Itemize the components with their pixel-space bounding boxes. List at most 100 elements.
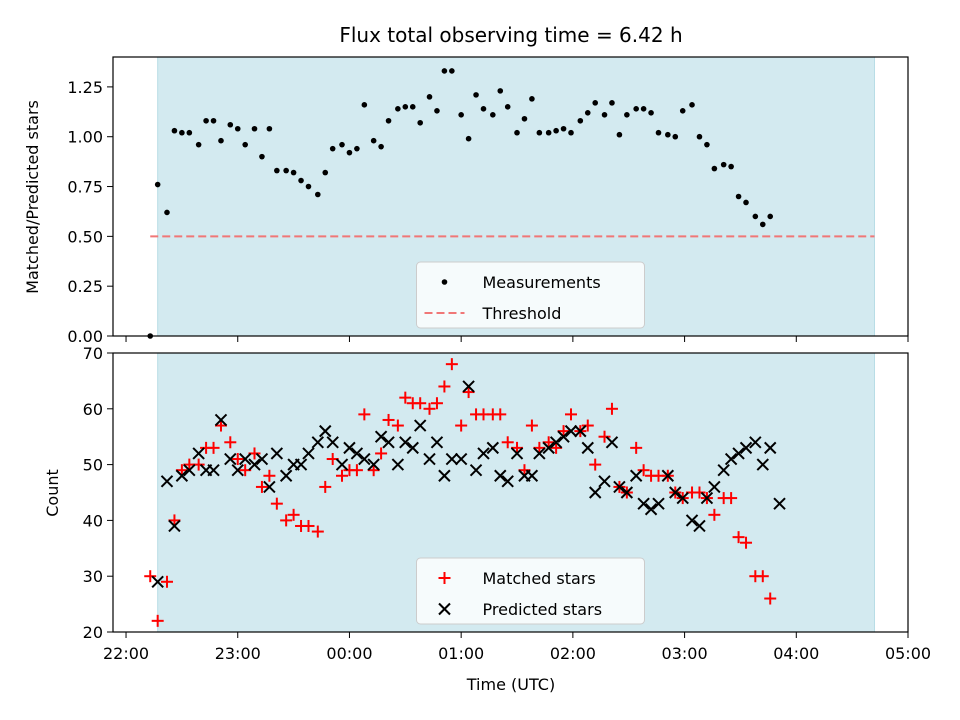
data-point	[542, 441, 555, 455]
data-point	[708, 480, 721, 494]
legend-entry: Predicted stars	[483, 600, 603, 619]
data-point	[601, 111, 608, 118]
data-point	[598, 430, 611, 443]
data-point	[767, 213, 774, 220]
data-point	[279, 469, 293, 482]
data-point	[255, 452, 269, 466]
data-point	[533, 447, 546, 460]
data-point	[266, 125, 273, 132]
y-tick-label: 40	[83, 511, 103, 530]
data-point	[315, 191, 321, 198]
data-point	[183, 463, 196, 477]
x-axis-label: Time (UTC)	[466, 675, 555, 694]
data-point	[151, 575, 164, 588]
data-point	[160, 575, 173, 588]
data-point	[322, 169, 329, 176]
data-point	[391, 419, 404, 432]
data-point	[441, 68, 448, 74]
data-point	[764, 592, 777, 605]
data-point	[501, 436, 514, 449]
data-point	[640, 106, 647, 112]
x-tick-label: 23:00	[215, 644, 261, 663]
data-point	[676, 491, 689, 505]
data-point	[354, 145, 360, 152]
data-point	[637, 464, 650, 477]
data-point	[624, 111, 630, 118]
data-point	[339, 141, 345, 148]
data-point	[319, 480, 332, 493]
data-point	[486, 441, 500, 455]
data-point	[335, 458, 349, 471]
data-point	[248, 458, 261, 471]
data-point	[665, 131, 671, 138]
x-tick-label: 04:00	[773, 644, 819, 663]
data-point	[326, 436, 339, 449]
data-point	[210, 117, 217, 124]
count-chart: Count Time (UTC) 20 30 40 50 60 70 22:00 23:00 0…	[43, 344, 931, 694]
data-point	[251, 125, 258, 132]
ratio-plot-area: 0.00 0.25 0.50 0.75 1.00 1.25 Measurements Thre…	[67, 56, 909, 346]
count-plot-area: 20 30 40 50 60 70 22:00 23:00 00:00 01:00 02:00 03:…	[83, 344, 931, 663]
data-point	[557, 425, 570, 438]
axes-frame	[112, 352, 909, 633]
ratio-y-axis-label: Matched/Predicted stars	[23, 100, 42, 294]
data-point	[497, 88, 504, 94]
data-point	[329, 145, 336, 152]
data-point	[494, 469, 507, 482]
data-point	[445, 452, 459, 466]
data-point	[270, 497, 283, 510]
data-point	[759, 221, 766, 228]
data-point	[438, 469, 451, 482]
data-point	[195, 141, 202, 148]
data-point	[598, 475, 611, 488]
data-point	[605, 402, 618, 415]
data-point	[259, 153, 265, 160]
data-point	[581, 419, 594, 432]
data-point	[652, 497, 665, 510]
data-point	[592, 100, 599, 106]
data-point	[732, 447, 745, 460]
data-point	[231, 453, 244, 466]
legend-box	[416, 261, 645, 329]
legend: Measurements Threshold	[416, 261, 645, 329]
data-point	[685, 514, 699, 527]
data-point	[574, 424, 587, 438]
y-tick-label: 1.00	[67, 128, 103, 147]
data-point	[720, 161, 727, 168]
data-point	[577, 117, 584, 124]
data-point	[168, 519, 181, 533]
data-point	[584, 110, 591, 116]
legend: Matched stars Predicted stars	[416, 557, 645, 625]
data-point	[565, 408, 578, 421]
data-point	[704, 141, 710, 148]
data-point	[154, 181, 161, 188]
data-point	[305, 183, 312, 190]
data-point	[581, 441, 594, 455]
data-point	[630, 441, 643, 454]
x-tick-label: 05:00	[885, 644, 931, 663]
data-point	[192, 447, 205, 460]
data-point	[346, 149, 353, 156]
data-point	[413, 419, 427, 432]
data-point	[525, 419, 538, 432]
legend-marker	[441, 279, 448, 285]
data-point	[399, 436, 412, 449]
x-tick-label: 22:00	[103, 644, 149, 663]
y-tick-label: 30	[83, 567, 103, 586]
x-tick-label: 03:00	[662, 644, 708, 663]
data-point	[423, 452, 436, 466]
data-point	[542, 436, 555, 449]
data-point	[669, 486, 682, 499]
data-point	[336, 469, 349, 482]
data-point	[350, 447, 364, 460]
data-point	[557, 430, 570, 443]
y-tick-label: 0.50	[67, 227, 103, 246]
data-point	[302, 519, 315, 532]
data-point	[465, 135, 472, 142]
data-point	[385, 117, 392, 124]
data-point	[717, 463, 730, 477]
data-point	[553, 127, 559, 134]
data-point	[414, 397, 427, 410]
y-tick-label: 0.75	[67, 178, 103, 197]
data-point	[689, 102, 695, 108]
